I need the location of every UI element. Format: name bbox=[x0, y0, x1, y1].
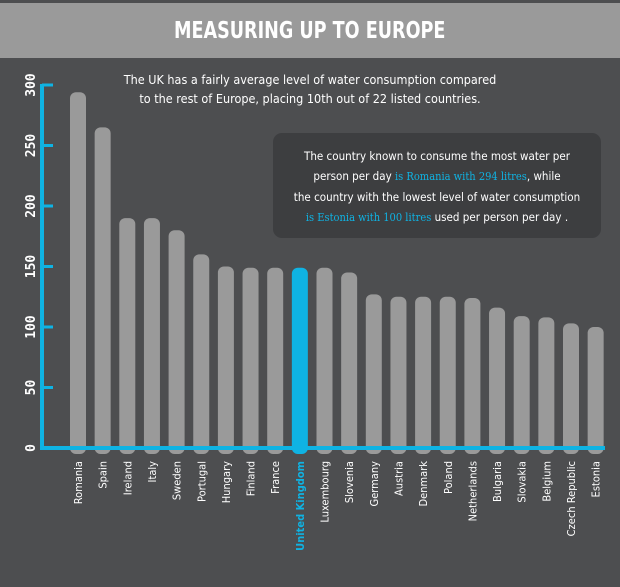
bar bbox=[242, 267, 259, 454]
bar bbox=[464, 297, 481, 454]
bar bbox=[563, 323, 579, 454]
x-tick-label: Romania bbox=[72, 461, 85, 504]
callout-highlight: is Estonia with 100 litres bbox=[305, 211, 432, 224]
x-tick-label: Slovenia bbox=[343, 461, 356, 503]
x-tick-label: Czech Republic bbox=[565, 461, 578, 536]
bar bbox=[513, 316, 530, 454]
y-tick-label: 100 bbox=[24, 315, 39, 339]
y-tick bbox=[42, 386, 53, 389]
x-tick-label: Italy bbox=[146, 461, 159, 483]
x-tick-label: Netherlands bbox=[466, 461, 479, 521]
bar bbox=[415, 296, 432, 454]
x-tick-label: Austria bbox=[392, 461, 405, 496]
callout-text: person per day bbox=[313, 169, 395, 183]
x-axis bbox=[40, 446, 605, 450]
x-tick-label: Finland bbox=[245, 461, 258, 496]
callout-line: the country with the lowest level of wat… bbox=[293, 190, 581, 204]
y-tick bbox=[42, 83, 53, 87]
x-tick-label: Ireland bbox=[121, 461, 134, 495]
callout-highlight: is Romania with 294 litres bbox=[394, 170, 527, 183]
bar bbox=[439, 296, 456, 454]
top-border bbox=[0, 0, 620, 3]
y-tick bbox=[42, 144, 53, 147]
callout-text: , while bbox=[526, 169, 561, 183]
y-tick-label: 150 bbox=[24, 255, 39, 279]
x-tick-label: Germany bbox=[368, 461, 381, 507]
y-tick-label: 300 bbox=[24, 73, 39, 97]
callout-line: The country known to consume the most wa… bbox=[304, 149, 570, 163]
bar bbox=[365, 294, 382, 454]
bar bbox=[587, 327, 604, 454]
y-tick-label: 0 bbox=[24, 444, 39, 452]
bar bbox=[119, 218, 136, 454]
bar bbox=[341, 272, 358, 454]
bar bbox=[489, 307, 506, 454]
x-tick-label: Portugal bbox=[195, 461, 208, 502]
x-tick-label: Poland bbox=[442, 461, 455, 494]
x-tick-label: Sweden bbox=[171, 461, 184, 500]
bar bbox=[94, 127, 111, 454]
bar bbox=[538, 317, 555, 454]
chart-subtitle: The UK has a fairly average level of wat… bbox=[121, 70, 499, 108]
x-tick-label: Belgium bbox=[540, 461, 553, 502]
bar bbox=[217, 266, 234, 454]
title-bar: MEASURING UP TO EUROPE bbox=[0, 3, 620, 58]
y-tick bbox=[42, 325, 53, 329]
y-tick bbox=[42, 204, 53, 208]
x-tick-label: Spain bbox=[97, 461, 110, 489]
x-tick-label: Denmark bbox=[417, 461, 430, 507]
x-tick-label: Slovakia bbox=[516, 461, 529, 503]
bar bbox=[168, 230, 185, 454]
x-tick-label: Bulgaria bbox=[491, 461, 504, 502]
bar bbox=[390, 296, 407, 454]
x-tick-label: Estonia bbox=[590, 461, 603, 497]
x-tick-label: Luxembourg bbox=[319, 461, 332, 523]
x-tick-label: United Kingdom bbox=[294, 461, 307, 551]
bar bbox=[143, 218, 160, 454]
y-tick bbox=[42, 446, 53, 450]
callout-line: person per day is Romania with 294 litre… bbox=[289, 166, 584, 187]
x-tick-label: France bbox=[269, 461, 282, 494]
y-tick-label: 250 bbox=[24, 134, 39, 158]
callout-line: is Estonia with 100 litres used per pers… bbox=[289, 207, 584, 228]
bar bbox=[193, 254, 210, 454]
y-tick-label: 50 bbox=[24, 380, 39, 396]
y-tick bbox=[42, 265, 53, 268]
bar bbox=[316, 267, 333, 454]
bar bbox=[70, 92, 86, 454]
subtitle-line: to the rest of Europe, placing 10th out … bbox=[139, 91, 481, 106]
callout-text: used per person per day . bbox=[431, 210, 569, 224]
x-tick-label: Hungary bbox=[220, 461, 233, 503]
callout-box: The country known to consume the most wa… bbox=[273, 133, 601, 238]
page-title: MEASURING UP TO EUROPE bbox=[174, 17, 446, 44]
bar bbox=[291, 267, 308, 454]
y-tick-label: 200 bbox=[24, 194, 39, 218]
bar bbox=[267, 267, 284, 454]
subtitle-line: The UK has a fairly average level of wat… bbox=[123, 72, 497, 87]
